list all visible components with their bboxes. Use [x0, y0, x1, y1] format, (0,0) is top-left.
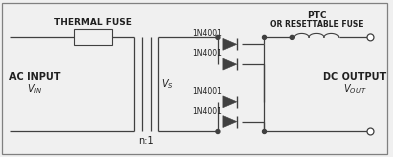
- Circle shape: [263, 35, 266, 39]
- Text: THERMAL FUSE: THERMAL FUSE: [54, 18, 132, 27]
- Text: 1N4001: 1N4001: [192, 29, 222, 38]
- Text: $V_{OUT}$: $V_{OUT}$: [343, 82, 366, 96]
- Polygon shape: [223, 38, 237, 50]
- Circle shape: [263, 130, 266, 133]
- Circle shape: [216, 130, 220, 133]
- Text: AC INPUT: AC INPUT: [9, 72, 61, 81]
- Text: PTC: PTC: [307, 11, 327, 20]
- Polygon shape: [223, 58, 237, 70]
- Circle shape: [216, 35, 220, 39]
- Polygon shape: [223, 116, 237, 127]
- Text: 1N4001: 1N4001: [192, 49, 222, 58]
- Circle shape: [367, 128, 374, 135]
- Circle shape: [290, 35, 294, 39]
- Text: 1N4001: 1N4001: [192, 87, 222, 96]
- Text: $V_S$: $V_S$: [162, 78, 174, 91]
- Text: n:1: n:1: [138, 136, 153, 146]
- Text: DC OUTPUT: DC OUTPUT: [323, 72, 386, 81]
- Text: $V_{IN}$: $V_{IN}$: [27, 82, 42, 96]
- Text: 1N4001: 1N4001: [192, 107, 222, 116]
- FancyBboxPatch shape: [2, 3, 387, 154]
- Bar: [74, 30, 112, 45]
- Polygon shape: [223, 96, 237, 108]
- Circle shape: [367, 34, 374, 41]
- Text: OR RESETTABLE FUSE: OR RESETTABLE FUSE: [270, 20, 364, 29]
